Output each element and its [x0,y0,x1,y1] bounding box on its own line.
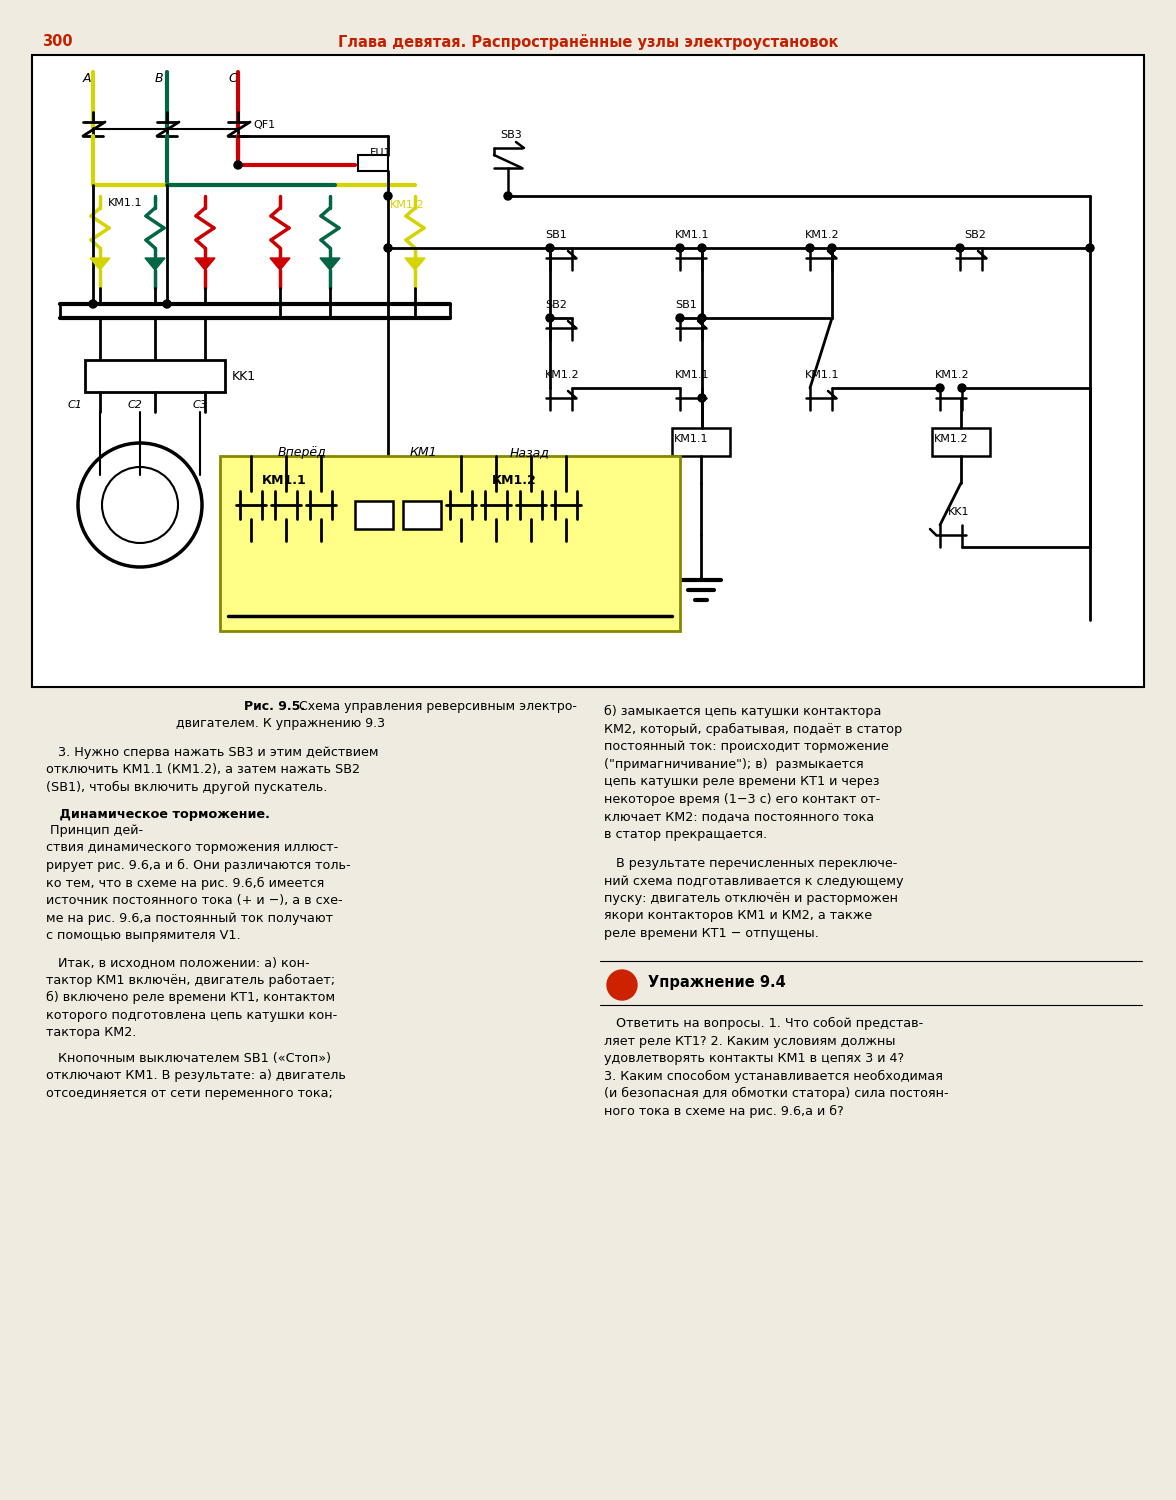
Text: KM1.2: KM1.2 [544,370,580,380]
Text: В результате перечисленных переключе-
ний схема подготавливается к следующему
пу: В результате перечисленных переключе- ни… [604,856,903,940]
Text: 300: 300 [42,34,73,50]
Circle shape [956,244,964,252]
Text: SB1: SB1 [544,230,567,240]
Text: C3: C3 [193,400,208,410]
Text: SB3: SB3 [500,130,522,140]
Text: Глава девятая. Распространённые узлы электроустановок: Глава девятая. Распространённые узлы эле… [338,34,838,50]
Text: б) замыкается цепь катушки контактора
КМ2, который, срабатывая, подаёт в статор
: б) замыкается цепь катушки контактора КМ… [604,705,902,840]
Text: KM1.1: KM1.1 [674,433,708,444]
Bar [671,427,730,456]
Circle shape [385,244,392,252]
Text: A: A [83,72,92,86]
Circle shape [385,192,392,200]
Polygon shape [320,258,340,270]
Text: Ответить на вопросы. 1. Что собой представ-
ляет реле КТ1? 2. Каким условиям дол: Ответить на вопросы. 1. Что собой предст… [604,1017,949,1118]
Text: C: C [228,72,236,86]
Circle shape [936,384,944,392]
Text: Динамическое торможение.: Динамическое торможение. [46,808,269,820]
Text: QF1: QF1 [253,120,275,130]
Polygon shape [195,258,215,270]
Circle shape [699,244,706,252]
Text: Итак, в исходном положении: а) кон-
тактор КМ1 включён, двигатель работает;
б) в: Итак, в исходном положении: а) кон- такт… [46,956,338,1040]
Polygon shape [270,258,290,270]
Circle shape [163,300,171,307]
Circle shape [828,244,836,252]
Text: KM1.1: KM1.1 [675,230,709,240]
Text: 3. Нужно сперва нажать SB3 и этим действием
отключить КМ1.1 (КМ1.2), а затем наж: 3. Нужно сперва нажать SB3 и этим действ… [46,746,379,794]
Text: двигателем. К упражнению 9.3: двигателем. К упражнению 9.3 [175,717,385,730]
Text: C2: C2 [128,400,142,410]
Text: C1: C1 [68,400,82,410]
Text: KK1: KK1 [232,370,256,382]
Circle shape [806,244,814,252]
Text: SB2: SB2 [964,230,985,240]
Circle shape [546,244,554,252]
Text: KM1.1: KM1.1 [806,370,840,380]
Text: КМ1.2: КМ1.2 [492,474,536,488]
Circle shape [699,394,706,402]
Text: SB1: SB1 [675,300,696,310]
Circle shape [234,160,242,170]
Text: KM1.2: KM1.2 [935,370,970,380]
Text: Назад: Назад [510,446,550,459]
Text: B: B [155,72,163,86]
Circle shape [78,442,202,567]
Text: KM1.1: KM1.1 [108,198,142,208]
Circle shape [699,314,706,322]
Circle shape [958,384,965,392]
Circle shape [1085,244,1094,252]
Text: KM1.2: KM1.2 [806,230,840,240]
Text: KM1.1: KM1.1 [675,370,709,380]
Circle shape [546,314,554,322]
Text: Вперёд: Вперёд [278,446,327,459]
Text: Упражнение 9.4: Упражнение 9.4 [648,975,786,990]
Circle shape [676,314,684,322]
Polygon shape [91,258,111,270]
Text: Кнопочным выключателем SB1 («Стоп»)
отключают КМ1. В результате: а) двигатель
от: Кнопочным выключателем SB1 («Стоп») откл… [46,1052,346,1100]
Bar [220,456,680,632]
Circle shape [676,244,684,252]
Text: KM1.2: KM1.2 [390,200,425,210]
Text: KM1.2: KM1.2 [934,433,969,444]
Text: SB2: SB2 [544,300,567,310]
Polygon shape [145,258,165,270]
Text: KK1: KK1 [948,507,969,518]
Polygon shape [405,258,425,270]
Bar [358,154,388,171]
Text: Принцип дей-
ствия динамического торможения иллюст-
рирует рис. 9.6,а и б. Они р: Принцип дей- ствия динамического торможе… [46,824,350,942]
Bar [403,501,441,530]
Bar [32,56,1144,687]
Text: Рис. 9.5.: Рис. 9.5. [243,700,305,712]
Text: КМ1: КМ1 [410,446,437,459]
Text: FU1: FU1 [370,148,392,158]
Circle shape [505,192,512,200]
Text: КМ1.1: КМ1.1 [262,474,307,488]
Text: Схема управления реверсивным электро-: Схема управления реверсивным электро- [295,700,577,712]
Circle shape [89,300,96,307]
Circle shape [607,970,637,1000]
Bar [85,360,225,392]
Bar [933,427,990,456]
Circle shape [102,466,178,543]
Bar [355,501,393,530]
